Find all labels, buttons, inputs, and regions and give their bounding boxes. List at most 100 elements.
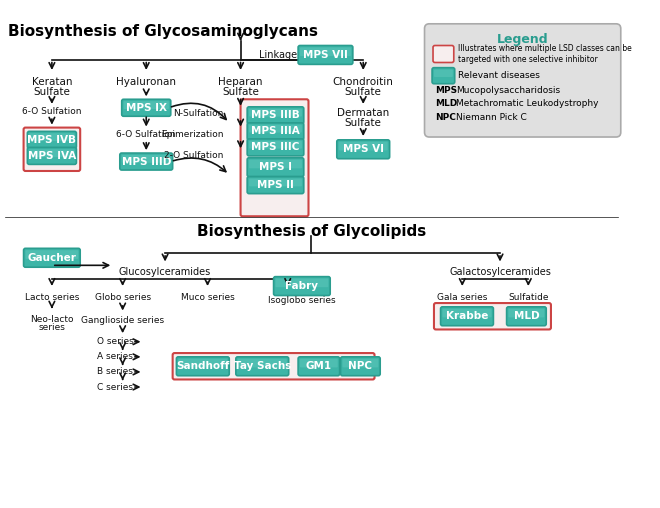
Text: N-Sulfation: N-Sulfation bbox=[173, 109, 224, 118]
Text: A series: A series bbox=[97, 353, 133, 361]
Text: MPS IX: MPS IX bbox=[125, 103, 167, 113]
FancyBboxPatch shape bbox=[249, 109, 302, 116]
FancyBboxPatch shape bbox=[249, 141, 302, 149]
FancyBboxPatch shape bbox=[507, 307, 546, 326]
FancyBboxPatch shape bbox=[339, 142, 387, 150]
Text: Biosynthesis of Glycolipids: Biosynthesis of Glycolipids bbox=[197, 224, 426, 239]
Text: Muco series: Muco series bbox=[181, 293, 234, 302]
FancyBboxPatch shape bbox=[240, 99, 308, 216]
FancyBboxPatch shape bbox=[178, 359, 227, 367]
Text: MPS VI: MPS VI bbox=[343, 144, 383, 154]
FancyBboxPatch shape bbox=[236, 357, 288, 376]
FancyBboxPatch shape bbox=[337, 140, 389, 158]
Text: 2-O Sulfation: 2-O Sulfation bbox=[164, 151, 224, 161]
Text: MPS IIIB: MPS IIIB bbox=[251, 110, 300, 120]
Text: MPS IIID: MPS IIID bbox=[121, 156, 171, 167]
Text: series: series bbox=[38, 323, 65, 332]
Text: Sulfate: Sulfate bbox=[345, 87, 381, 97]
FancyBboxPatch shape bbox=[300, 47, 351, 56]
Text: MPS IVB: MPS IVB bbox=[27, 135, 77, 145]
FancyBboxPatch shape bbox=[275, 278, 328, 287]
FancyBboxPatch shape bbox=[121, 155, 171, 163]
FancyBboxPatch shape bbox=[298, 46, 353, 65]
FancyBboxPatch shape bbox=[120, 153, 173, 170]
FancyBboxPatch shape bbox=[274, 277, 330, 296]
FancyBboxPatch shape bbox=[27, 132, 77, 148]
FancyBboxPatch shape bbox=[298, 357, 340, 376]
Text: Gaucher: Gaucher bbox=[28, 253, 77, 263]
Text: Sandhoff: Sandhoff bbox=[176, 361, 230, 371]
Text: MPS II: MPS II bbox=[257, 180, 294, 190]
FancyBboxPatch shape bbox=[238, 359, 287, 367]
FancyBboxPatch shape bbox=[248, 139, 304, 156]
Text: Glucosylceramides: Glucosylceramides bbox=[119, 267, 211, 277]
Text: Linkage: Linkage bbox=[259, 50, 298, 60]
FancyBboxPatch shape bbox=[176, 357, 229, 376]
Text: MLD: MLD bbox=[435, 100, 457, 109]
FancyBboxPatch shape bbox=[433, 46, 454, 62]
Text: NPC: NPC bbox=[348, 361, 372, 371]
Text: MPS I: MPS I bbox=[259, 162, 292, 172]
Text: Metachromatic Leukodystrophy: Metachromatic Leukodystrophy bbox=[455, 100, 598, 109]
FancyBboxPatch shape bbox=[24, 128, 80, 171]
Text: Relevant diseases: Relevant diseases bbox=[457, 71, 539, 80]
Text: Ganglioside series: Ganglioside series bbox=[81, 316, 164, 326]
FancyBboxPatch shape bbox=[249, 125, 302, 133]
Text: GM1: GM1 bbox=[306, 361, 332, 371]
Text: O series: O series bbox=[97, 337, 133, 346]
Text: Legend: Legend bbox=[497, 34, 548, 46]
Text: Dermatan: Dermatan bbox=[337, 108, 389, 118]
FancyBboxPatch shape bbox=[508, 309, 544, 318]
Text: Mucopolysaccharidosis: Mucopolysaccharidosis bbox=[455, 86, 560, 96]
Text: 6-O Sulfation: 6-O Sulfation bbox=[22, 107, 82, 116]
Text: MPS IVA: MPS IVA bbox=[28, 151, 76, 161]
Text: Gala series: Gala series bbox=[437, 293, 488, 302]
FancyBboxPatch shape bbox=[249, 160, 302, 168]
Text: C series: C series bbox=[97, 383, 133, 392]
Text: MPS IIIA: MPS IIIA bbox=[251, 126, 300, 136]
FancyBboxPatch shape bbox=[249, 178, 302, 186]
Text: 6-O Sulfation: 6-O Sulfation bbox=[116, 130, 176, 139]
FancyBboxPatch shape bbox=[173, 353, 374, 379]
FancyBboxPatch shape bbox=[248, 158, 304, 177]
FancyBboxPatch shape bbox=[434, 303, 551, 330]
FancyBboxPatch shape bbox=[300, 359, 338, 367]
Text: NPC: NPC bbox=[435, 113, 456, 122]
Text: Sulfatide: Sulfatide bbox=[508, 293, 548, 302]
FancyBboxPatch shape bbox=[29, 133, 75, 141]
Text: Epimerization: Epimerization bbox=[161, 130, 224, 139]
FancyBboxPatch shape bbox=[341, 357, 380, 376]
FancyBboxPatch shape bbox=[26, 250, 79, 259]
Text: Sulfate: Sulfate bbox=[34, 87, 71, 97]
FancyBboxPatch shape bbox=[123, 101, 169, 109]
FancyBboxPatch shape bbox=[442, 309, 492, 318]
Text: B series: B series bbox=[97, 367, 133, 376]
Text: Fabry: Fabry bbox=[285, 281, 318, 291]
Text: Neo-lacto: Neo-lacto bbox=[30, 314, 74, 324]
Text: Sulfate: Sulfate bbox=[222, 87, 259, 97]
FancyBboxPatch shape bbox=[248, 107, 304, 124]
FancyBboxPatch shape bbox=[248, 177, 304, 194]
Text: Globo series: Globo series bbox=[94, 293, 150, 302]
FancyBboxPatch shape bbox=[248, 123, 304, 140]
FancyBboxPatch shape bbox=[432, 68, 455, 84]
Text: Krabbe: Krabbe bbox=[446, 311, 488, 321]
Text: Sulfate: Sulfate bbox=[345, 118, 381, 128]
Text: Niemann Pick C: Niemann Pick C bbox=[455, 113, 527, 122]
Text: Lacto series: Lacto series bbox=[24, 293, 79, 302]
Text: Illustrates where multiple LSD classes can be
targeted with one selective inhibi: Illustrates where multiple LSD classes c… bbox=[457, 44, 632, 64]
FancyBboxPatch shape bbox=[121, 99, 171, 116]
Text: Tay Sachs: Tay Sachs bbox=[234, 361, 291, 371]
Text: Galactosylceramides: Galactosylceramides bbox=[449, 267, 551, 277]
FancyBboxPatch shape bbox=[424, 24, 621, 137]
Text: Keratan: Keratan bbox=[32, 77, 72, 87]
Text: MLD: MLD bbox=[513, 311, 539, 321]
FancyBboxPatch shape bbox=[29, 149, 75, 157]
FancyBboxPatch shape bbox=[343, 359, 378, 367]
FancyBboxPatch shape bbox=[24, 248, 80, 267]
FancyBboxPatch shape bbox=[441, 307, 494, 326]
FancyBboxPatch shape bbox=[27, 147, 77, 165]
Text: MPS: MPS bbox=[435, 86, 457, 96]
Text: Hyaluronan: Hyaluronan bbox=[116, 77, 176, 87]
FancyBboxPatch shape bbox=[434, 70, 453, 77]
